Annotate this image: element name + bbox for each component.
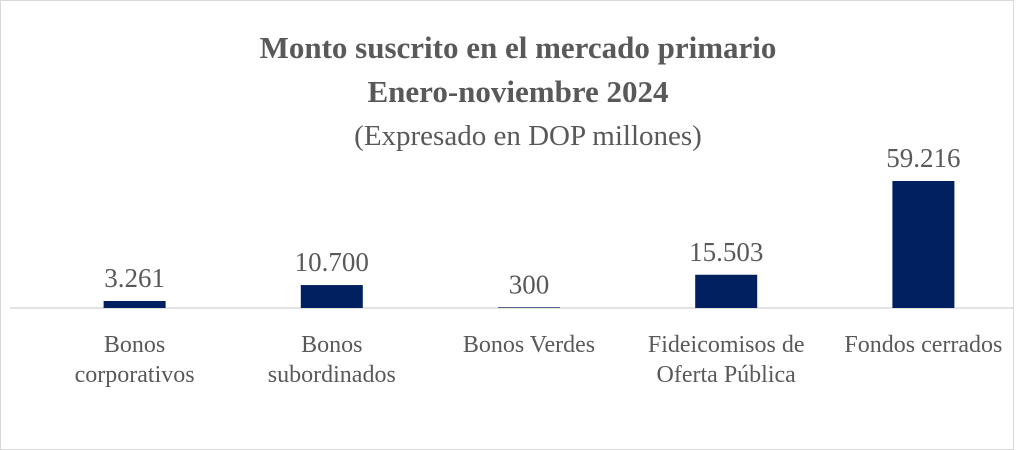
x-tick-label: Bonos Verdes bbox=[462, 332, 596, 358]
bar bbox=[892, 181, 955, 308]
bar bbox=[498, 307, 560, 308]
value-label: 3.261 bbox=[104, 263, 165, 293]
value-label: 15.503 bbox=[689, 237, 763, 267]
value-label: 300 bbox=[509, 269, 550, 299]
x-tick-label: Fondos cerrados bbox=[844, 332, 1003, 358]
chart-subtitle: Enero-noviembre 2024 bbox=[367, 74, 668, 109]
bar bbox=[300, 285, 363, 308]
bar bbox=[695, 274, 758, 308]
x-tick-label: Bonos corporativos bbox=[74, 332, 195, 388]
x-tick-label: Bonos subordinados bbox=[267, 332, 396, 388]
value-label: 10.700 bbox=[295, 247, 369, 277]
chart-title: Monto suscrito en el mercado primario bbox=[260, 30, 777, 65]
x-tick-label: Fideicomisos de Oferta Pública bbox=[647, 332, 805, 388]
unit-note: (Expresado en DOP millones) bbox=[354, 120, 702, 152]
value-label: 59.216 bbox=[886, 143, 960, 173]
bar bbox=[103, 301, 166, 308]
